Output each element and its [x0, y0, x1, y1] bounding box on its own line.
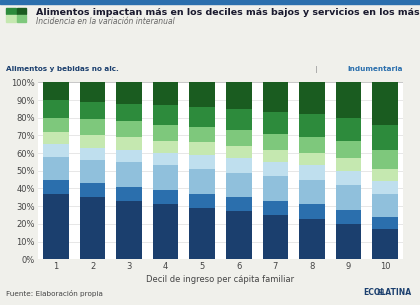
Text: |: |	[313, 66, 320, 73]
Bar	[116, 201, 142, 259]
Text: Fuente: Elaboración propia: Fuente: Elaboración propia	[6, 290, 103, 297]
Bar	[80, 120, 105, 135]
Bar	[80, 82, 105, 102]
Bar	[153, 166, 178, 190]
Bar	[80, 197, 105, 259]
Text: ECOLATINA: ECOLATINA	[363, 288, 412, 297]
Bar	[262, 82, 288, 113]
Bar	[116, 162, 142, 187]
Bar	[372, 82, 398, 125]
Bar	[116, 149, 142, 162]
Bar	[336, 185, 361, 210]
Bar	[336, 82, 361, 118]
Text: Incidencia en la variación interanual: Incidencia en la variación interanual	[36, 17, 174, 26]
Bar	[189, 82, 215, 107]
Bar	[80, 148, 105, 160]
Bar	[43, 82, 69, 100]
Text: Alimentos y bebidas no alc.: Alimentos y bebidas no alc.	[6, 66, 119, 72]
Bar	[153, 141, 178, 153]
Bar	[372, 149, 398, 169]
Bar	[226, 109, 252, 130]
Bar	[262, 162, 288, 176]
Bar	[153, 125, 178, 141]
Bar	[153, 105, 178, 125]
Bar	[299, 166, 325, 180]
Bar	[189, 142, 215, 155]
Bar	[43, 132, 69, 144]
Bar	[336, 224, 361, 259]
Bar	[226, 82, 252, 109]
Bar	[336, 118, 361, 141]
Bar	[262, 176, 288, 201]
Bar	[262, 149, 288, 162]
Bar	[80, 135, 105, 148]
Bar	[226, 146, 252, 158]
Bar	[153, 190, 178, 204]
Bar	[80, 160, 105, 183]
Bar	[262, 215, 288, 259]
Bar	[299, 114, 325, 137]
Bar	[116, 121, 142, 137]
Bar	[226, 173, 252, 197]
Bar	[299, 137, 325, 153]
Bar	[226, 197, 252, 211]
Bar	[189, 208, 215, 259]
Bar	[262, 201, 288, 215]
Bar	[116, 104, 142, 121]
Bar	[299, 219, 325, 259]
Bar	[226, 211, 252, 259]
Bar	[336, 141, 361, 158]
Bar	[43, 100, 69, 118]
Bar	[336, 171, 361, 185]
Bar	[116, 137, 142, 149]
Bar	[189, 169, 215, 194]
X-axis label: Decil de ingreso per cápita familiar: Decil de ingreso per cápita familiar	[147, 275, 294, 284]
Bar	[116, 82, 142, 104]
Bar	[189, 194, 215, 208]
Bar	[43, 144, 69, 157]
Bar	[336, 210, 361, 224]
Bar	[153, 204, 178, 259]
Bar	[299, 180, 325, 204]
Bar	[43, 157, 69, 180]
Bar	[43, 194, 69, 259]
Text: ⊞: ⊞	[376, 288, 383, 297]
Bar	[372, 217, 398, 229]
Bar	[262, 134, 288, 149]
Text: Alimentos impactan más en los deciles más bajos y servicios en los más altos: Alimentos impactan más en los deciles má…	[36, 8, 420, 17]
Bar	[43, 118, 69, 132]
Text: Indumentaria: Indumentaria	[347, 66, 402, 72]
Bar	[153, 82, 178, 105]
Bar	[153, 153, 178, 166]
Bar	[372, 229, 398, 259]
Bar	[189, 127, 215, 142]
Bar	[43, 180, 69, 194]
Bar	[372, 181, 398, 194]
Bar	[189, 155, 215, 169]
Bar	[262, 113, 288, 134]
Bar	[336, 158, 361, 171]
Bar	[80, 183, 105, 197]
Bar	[372, 169, 398, 181]
Bar	[299, 153, 325, 166]
Bar	[116, 187, 142, 201]
Bar	[189, 107, 215, 127]
Bar	[299, 204, 325, 219]
Bar	[226, 158, 252, 173]
Bar	[299, 82, 325, 114]
Bar	[80, 102, 105, 120]
Bar	[226, 130, 252, 146]
Bar	[372, 125, 398, 149]
Bar	[372, 194, 398, 217]
